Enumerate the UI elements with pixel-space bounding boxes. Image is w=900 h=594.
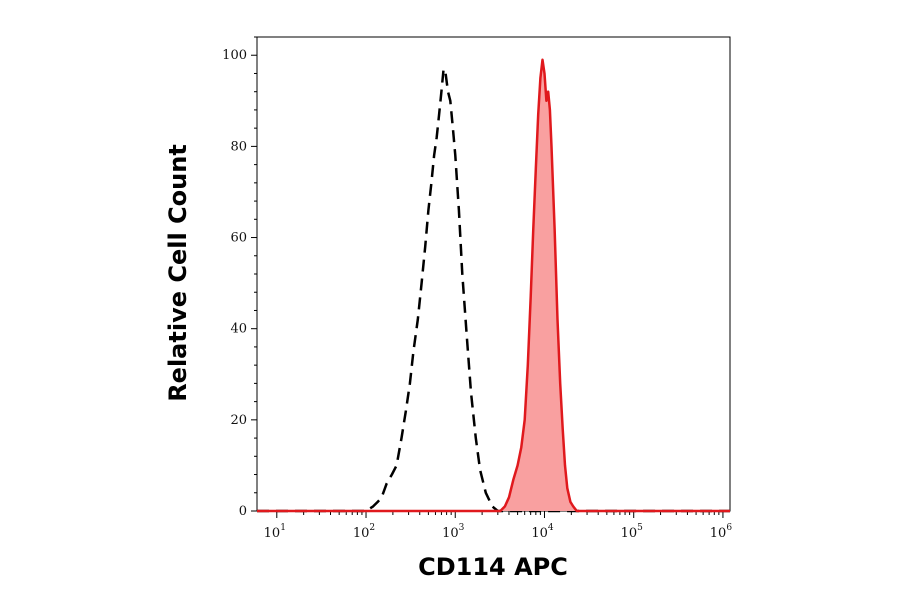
- x-tick-exponent: 4: [548, 523, 554, 533]
- x-tick-label: 102: [353, 523, 375, 541]
- y-axis-title: Relative Cell Count: [164, 144, 192, 402]
- y-tick-label: 0: [239, 504, 247, 519]
- series-layer: [257, 58, 730, 513]
- x-axis-title: CD114 APC: [418, 553, 568, 581]
- series-1-line: [257, 58, 730, 513]
- x-tick-base: 10: [531, 526, 548, 541]
- x-tick-exponent: 5: [637, 523, 643, 533]
- series-1-area: [257, 59, 730, 512]
- series-0-line: [257, 67, 730, 513]
- x-tick-label: 104: [531, 523, 554, 541]
- plot-frame: [256, 36, 731, 512]
- x-tick-exponent: 6: [726, 523, 732, 533]
- x-tick-base: 10: [710, 526, 727, 541]
- y-tick-label: 40: [230, 322, 247, 337]
- x-tick-exponent: 1: [280, 523, 286, 533]
- x-tick-label: 103: [442, 523, 465, 541]
- x-tick-base: 10: [264, 526, 281, 541]
- x-tick-base: 10: [442, 526, 459, 541]
- x-tick-exponent: 3: [459, 523, 465, 533]
- x-tick-label: 101: [264, 523, 286, 541]
- y-tick-label: 20: [230, 413, 247, 428]
- y-tick-label: 60: [230, 231, 247, 246]
- y-tick-label: 80: [230, 139, 247, 154]
- x-tick-label: 105: [621, 523, 644, 541]
- x-tick-label: 106: [710, 523, 733, 541]
- x-axis-tick-labels: 101 102 103 104 105 106: [264, 523, 733, 541]
- y-tick-label: 100: [222, 48, 247, 63]
- x-tick-base: 10: [353, 526, 370, 541]
- y-axis-tick-labels: 0 20 40 60 80 100: [222, 48, 247, 519]
- x-tick-base: 10: [621, 526, 638, 541]
- x-tick-exponent: 2: [369, 523, 375, 533]
- y-axis-ticks: [251, 54, 257, 512]
- y-axis-minor-ticks: [254, 36, 257, 494]
